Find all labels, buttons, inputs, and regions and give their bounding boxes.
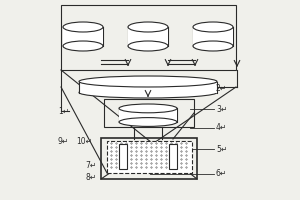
Text: 5↵: 5↵: [216, 144, 227, 154]
Text: 10↵: 10↵: [76, 136, 92, 146]
Text: 1↵: 1↵: [58, 106, 69, 116]
Bar: [63, 27, 103, 46]
Ellipse shape: [193, 22, 233, 32]
Bar: [119, 108, 177, 122]
Text: 7↵: 7↵: [85, 160, 96, 170]
Bar: [119, 144, 127, 169]
Ellipse shape: [119, 104, 177, 113]
Bar: [169, 144, 177, 169]
Text: 8↵: 8↵: [85, 172, 96, 182]
Bar: [61, 5, 236, 70]
Bar: [193, 27, 233, 46]
Ellipse shape: [128, 41, 168, 51]
Ellipse shape: [128, 22, 168, 32]
Ellipse shape: [79, 87, 217, 98]
Text: 3↵: 3↵: [216, 104, 227, 114]
Bar: [104, 99, 194, 127]
Text: 9↵: 9↵: [57, 136, 68, 146]
Ellipse shape: [63, 41, 103, 51]
Ellipse shape: [119, 118, 177, 126]
Ellipse shape: [79, 76, 217, 87]
Bar: [101, 138, 197, 179]
Ellipse shape: [63, 22, 103, 32]
Bar: [128, 27, 168, 46]
Text: 4↵: 4↵: [216, 123, 227, 132]
Text: 6↵: 6↵: [216, 170, 227, 178]
Text: 2↵: 2↵: [216, 84, 227, 93]
Bar: [107, 141, 192, 173]
Bar: [79, 81, 217, 92]
Ellipse shape: [193, 41, 233, 51]
